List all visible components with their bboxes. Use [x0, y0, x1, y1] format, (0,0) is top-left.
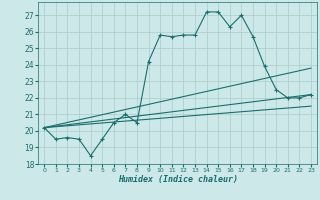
X-axis label: Humidex (Indice chaleur): Humidex (Indice chaleur)	[118, 175, 238, 184]
